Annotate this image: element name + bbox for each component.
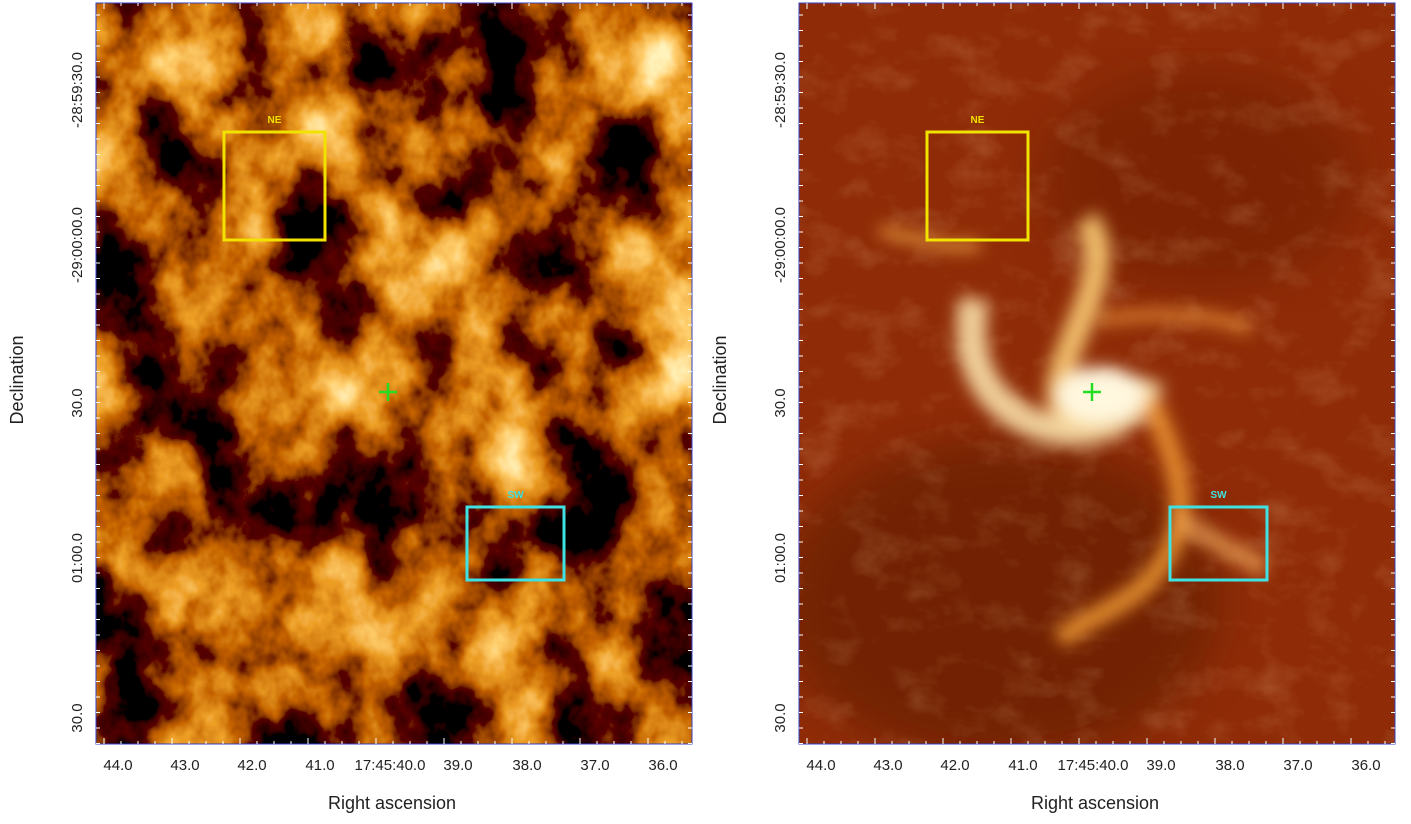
region-box <box>925 130 1030 242</box>
x-tick-label: 39.0 <box>1146 757 1175 774</box>
x-tick-label: 41.0 <box>305 757 334 774</box>
region-box <box>465 505 566 582</box>
frame <box>798 2 1396 745</box>
x-axis-label: Right ascension <box>1031 793 1159 813</box>
x-tick-label: 43.0 <box>170 757 199 774</box>
x-axis-label: Right ascension <box>328 793 456 813</box>
x-tick-label: 38.0 <box>512 757 541 774</box>
region-box <box>222 130 327 242</box>
y-tick-label: 01:00.0 <box>772 533 789 583</box>
x-tick-label: 36.0 <box>1351 757 1380 774</box>
x-tick-label: 39.0 <box>443 757 472 774</box>
x-tick-label: 42.0 <box>237 757 266 774</box>
x-tick-label: 42.0 <box>940 757 969 774</box>
x-tick-label: 37.0 <box>1283 757 1312 774</box>
x-tick-label: 38.0 <box>1215 757 1244 774</box>
y-axis-label: Declination <box>7 335 27 424</box>
y-tick-label: 30.0 <box>772 388 789 417</box>
y-tick-label: -29:00:00.0 <box>69 207 86 283</box>
panels: 44.0 43.0 42.0 41.0 17:45:40.0 39.0 38.0 37.0 36… <box>7 2 1396 813</box>
y-axis-label: Declination <box>710 335 730 424</box>
x-tick-label: 44.0 <box>806 757 835 774</box>
x-tick-label: 36.0 <box>648 757 677 774</box>
center-marker <box>379 383 397 401</box>
region-label: SW <box>507 490 524 501</box>
y-tick-label: 01:00.0 <box>69 533 86 583</box>
x-tick-label: 17:45:40.0 <box>1058 757 1129 774</box>
x-tick-label: 44.0 <box>103 757 132 774</box>
x-tick-label: 17:45:40.0 <box>355 757 426 774</box>
x-tick-label: 37.0 <box>580 757 609 774</box>
region-label: NE <box>268 115 282 126</box>
x-tick-label: 43.0 <box>873 757 902 774</box>
y-tick-label: 30.0 <box>69 703 86 732</box>
region-label: NE <box>971 115 985 126</box>
y-tick-label: 30.0 <box>69 388 86 417</box>
region-label: SW <box>1210 490 1227 501</box>
region-box <box>1168 505 1269 582</box>
x-tick-label: 41.0 <box>1008 757 1037 774</box>
y-tick-label: -29:00:00.0 <box>772 207 789 283</box>
panel-left-image <box>96 3 692 744</box>
y-tick-label: 30.0 <box>772 703 789 732</box>
frame <box>95 2 693 745</box>
center-marker <box>1083 383 1101 401</box>
panel-right-image <box>799 3 1395 744</box>
y-tick-label: -28:59:30.0 <box>69 52 86 128</box>
y-tick-label: -28:59:30.0 <box>772 52 789 128</box>
